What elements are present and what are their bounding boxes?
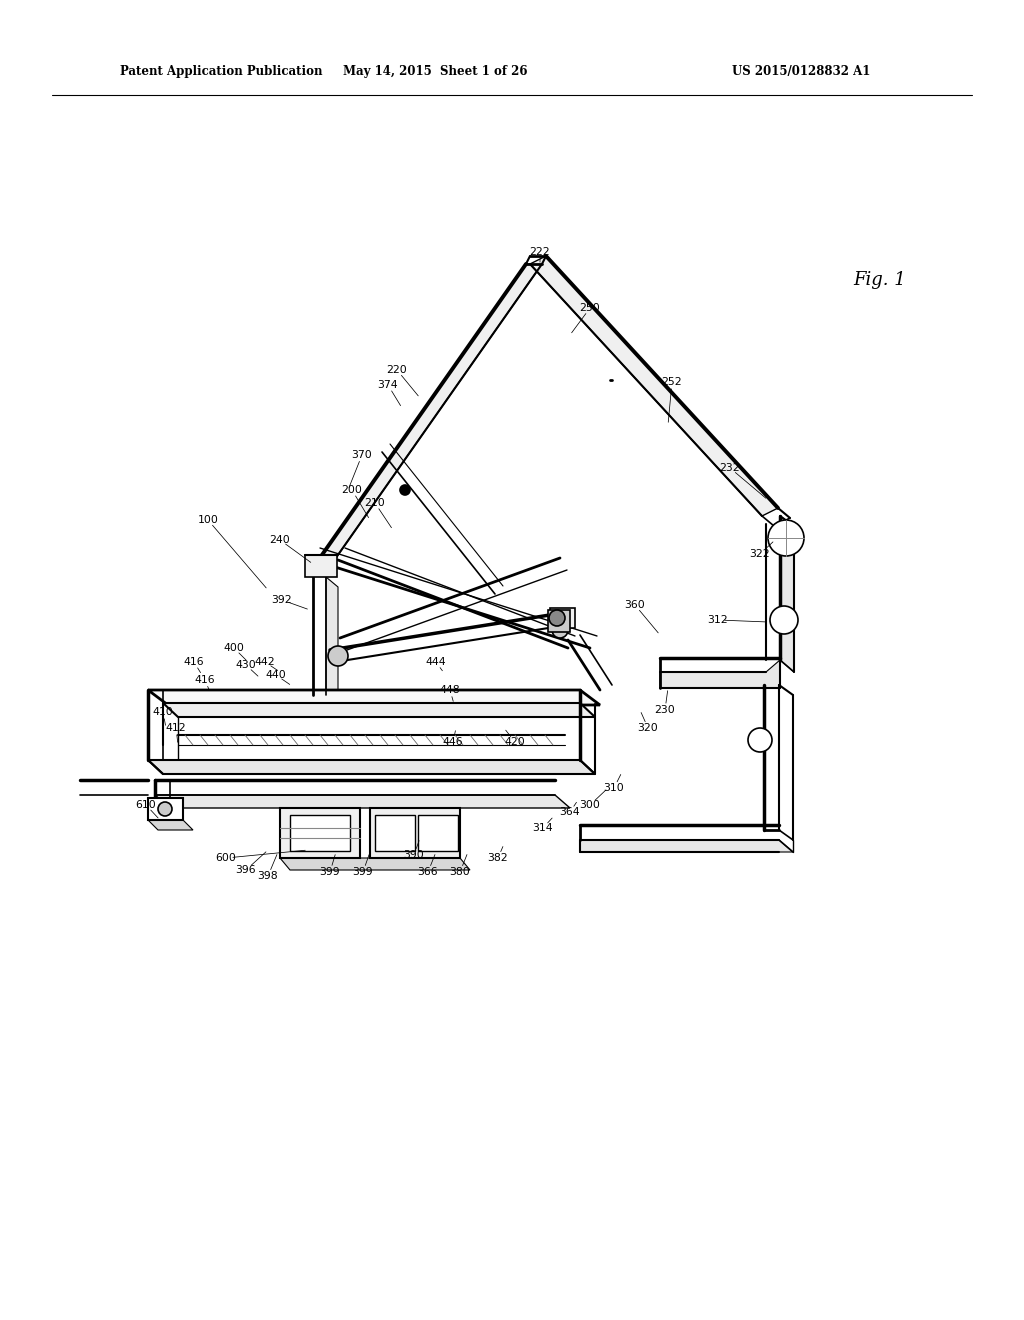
Text: 310: 310 (603, 783, 625, 793)
Text: 230: 230 (654, 705, 676, 715)
Text: 396: 396 (236, 865, 256, 875)
Circle shape (158, 803, 172, 816)
FancyBboxPatch shape (370, 808, 460, 858)
Text: 312: 312 (708, 615, 728, 624)
Text: 392: 392 (271, 595, 292, 605)
Text: US 2015/0128832 A1: US 2015/0128832 A1 (731, 66, 870, 78)
FancyBboxPatch shape (550, 609, 575, 628)
Text: 610: 610 (135, 800, 157, 810)
FancyBboxPatch shape (548, 610, 570, 632)
Text: 400: 400 (223, 643, 245, 653)
Text: 252: 252 (662, 378, 682, 387)
Polygon shape (155, 795, 570, 808)
Text: 322: 322 (750, 549, 770, 558)
Text: Patent Application Publication: Patent Application Publication (120, 66, 323, 78)
Circle shape (552, 622, 568, 638)
Text: 300: 300 (580, 800, 600, 810)
FancyBboxPatch shape (305, 554, 337, 577)
Text: 200: 200 (342, 484, 362, 495)
Text: 390: 390 (403, 850, 424, 861)
Text: 446: 446 (442, 737, 463, 747)
Text: 442: 442 (255, 657, 275, 667)
Text: 364: 364 (560, 807, 581, 817)
Polygon shape (530, 256, 778, 516)
Polygon shape (148, 690, 600, 705)
Text: 430: 430 (236, 660, 256, 671)
Text: 360: 360 (625, 601, 645, 610)
Text: Fig. 1: Fig. 1 (854, 271, 906, 289)
Circle shape (770, 606, 798, 634)
Text: 374: 374 (378, 380, 398, 389)
FancyBboxPatch shape (375, 814, 415, 851)
FancyBboxPatch shape (418, 814, 458, 851)
Circle shape (328, 645, 348, 667)
Text: May 14, 2015  Sheet 1 of 26: May 14, 2015 Sheet 1 of 26 (343, 66, 527, 78)
Text: 380: 380 (450, 867, 470, 876)
Text: 412: 412 (166, 723, 186, 733)
Text: 222: 222 (529, 247, 550, 257)
Polygon shape (148, 820, 193, 830)
Text: 100: 100 (198, 515, 218, 525)
Polygon shape (326, 577, 338, 705)
Circle shape (400, 484, 410, 495)
Text: 399: 399 (319, 867, 340, 876)
Text: 382: 382 (487, 853, 508, 863)
Text: 210: 210 (365, 498, 385, 508)
Polygon shape (780, 516, 794, 672)
Text: 250: 250 (580, 304, 600, 313)
Text: 398: 398 (258, 871, 279, 880)
Polygon shape (163, 704, 595, 717)
Text: 444: 444 (426, 657, 446, 667)
Circle shape (549, 610, 565, 626)
Text: 600: 600 (216, 853, 237, 863)
Circle shape (748, 729, 772, 752)
Text: 440: 440 (265, 671, 287, 680)
Polygon shape (310, 264, 542, 572)
Polygon shape (580, 840, 793, 851)
Polygon shape (660, 660, 780, 688)
Text: 320: 320 (638, 723, 658, 733)
Polygon shape (148, 760, 595, 774)
Circle shape (768, 520, 804, 556)
FancyBboxPatch shape (148, 799, 183, 820)
Text: 370: 370 (351, 450, 373, 459)
FancyBboxPatch shape (290, 814, 350, 851)
Text: 399: 399 (352, 867, 374, 876)
Text: 366: 366 (418, 867, 438, 876)
Text: 448: 448 (439, 685, 461, 696)
FancyBboxPatch shape (280, 808, 360, 858)
Text: 220: 220 (387, 366, 408, 375)
Text: 416: 416 (183, 657, 205, 667)
Text: 232: 232 (720, 463, 740, 473)
Text: 420: 420 (505, 737, 525, 747)
Text: 410: 410 (153, 708, 173, 717)
Text: 240: 240 (269, 535, 291, 545)
Polygon shape (280, 858, 470, 870)
Text: 416: 416 (195, 675, 215, 685)
Text: 314: 314 (532, 822, 553, 833)
